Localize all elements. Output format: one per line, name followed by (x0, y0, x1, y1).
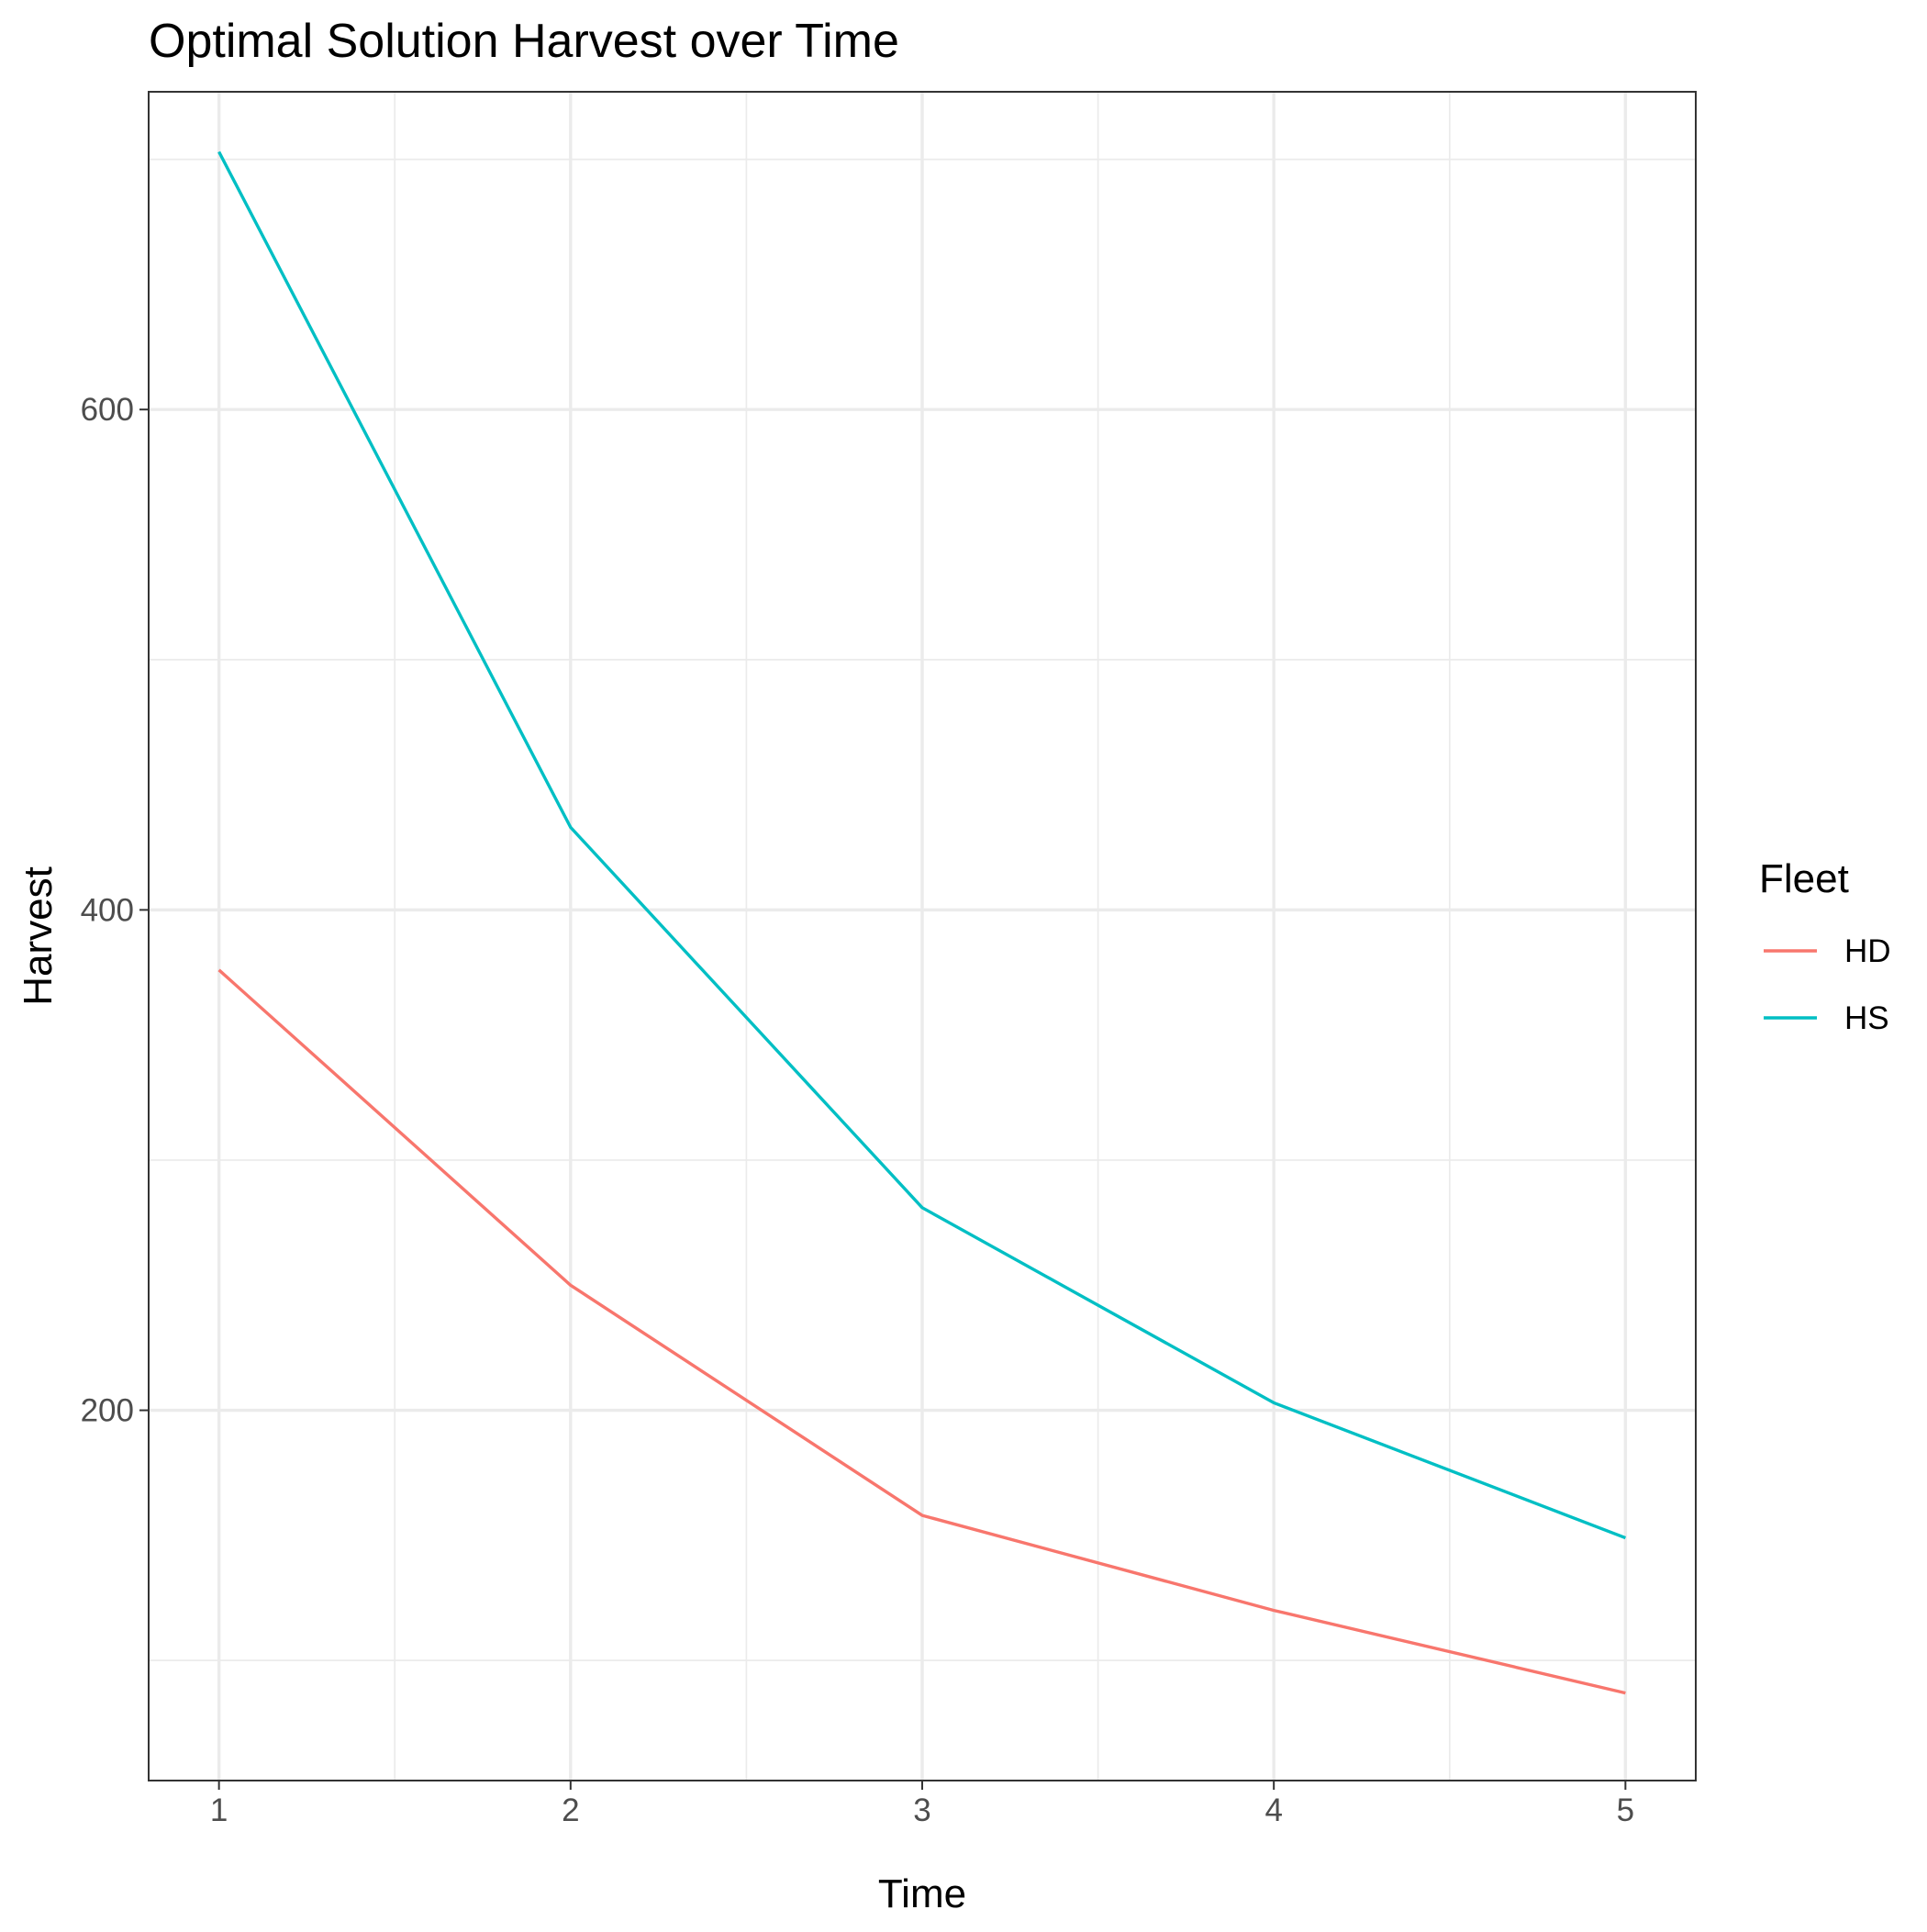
x-tick-label: 2 (562, 1792, 579, 1828)
axes: 1 2 3 4 5 200 400 600 (81, 392, 1635, 1828)
x-tick-label: 5 (1617, 1792, 1634, 1828)
x-axis-title: Time (878, 1871, 966, 1916)
y-tick-label: 400 (81, 892, 134, 928)
series-line-hd (217, 968, 1626, 1695)
series-line-hs (217, 151, 1627, 1540)
series-lines (217, 151, 1627, 1695)
legend-label-hd: HD (1844, 933, 1891, 969)
chart-title: Optimal Solution Harvest over Time (149, 15, 899, 68)
legend-label-hs: HS (1844, 1000, 1889, 1036)
legend-items: HD HS (1764, 933, 1891, 1036)
y-axis-title: Harvest (16, 866, 61, 1006)
y-tick-label: 200 (81, 1393, 134, 1429)
grid (149, 92, 1696, 1781)
y-tick-label: 600 (81, 392, 134, 428)
x-tick-label: 1 (210, 1792, 228, 1828)
x-tick-label: 3 (913, 1792, 930, 1828)
legend: Fleet HD HS (1759, 856, 1891, 1036)
x-tick-label: 4 (1264, 1792, 1282, 1828)
legend-title: Fleet (1759, 856, 1849, 901)
